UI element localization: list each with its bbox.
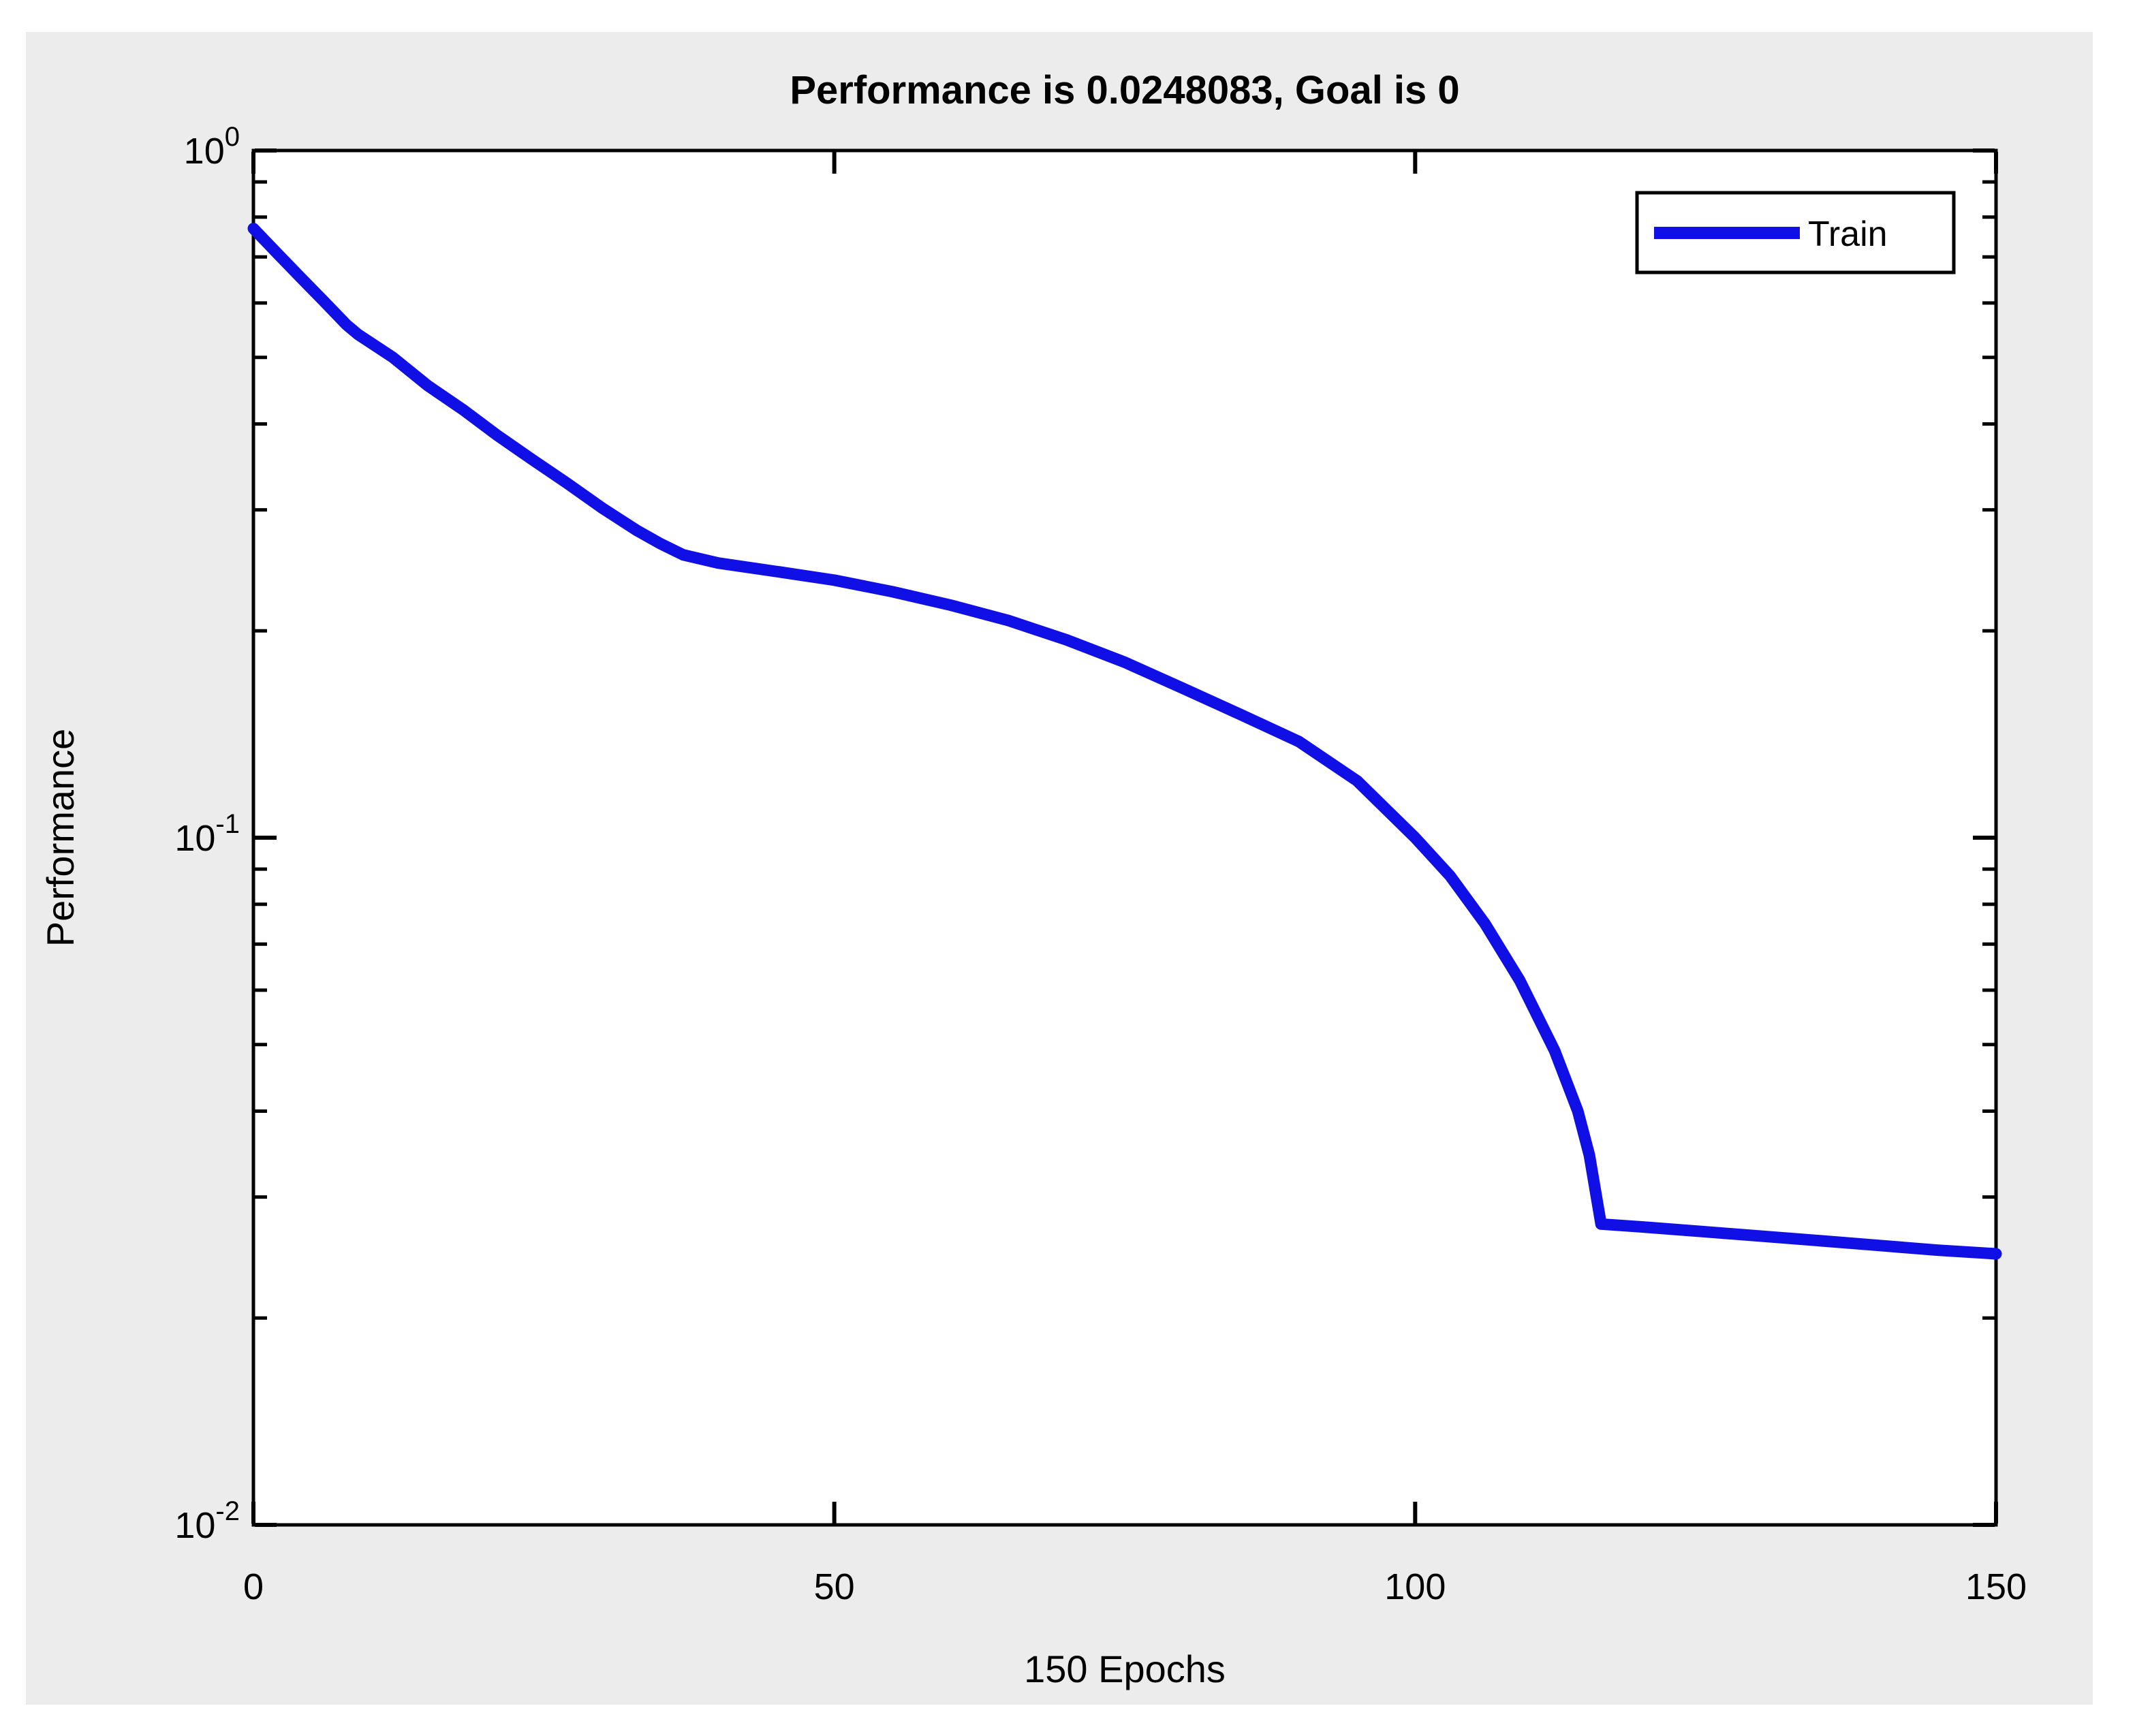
x-tick-label: 150 [1965,1566,2027,1607]
x-axis-label: 150 Epochs [1024,1647,1226,1690]
x-tick-label: 0 [243,1566,264,1607]
y-tick-label: 10-2 [174,1496,240,1546]
chart-title: Performance is 0.0248083, Goal is 0 [790,68,1459,112]
legend-train-label: Train [1808,215,1888,254]
axis-major-ticks [251,148,1998,1527]
x-tick-labels: 0 50 100 150 [243,1566,2027,1607]
y-axis-label: Performance [39,729,82,947]
legend: Train [1635,191,1956,274]
plot-area [251,148,1998,1527]
y-tick-label: 100 [184,122,240,172]
train-line-series [247,223,2002,1260]
x-tick-label: 50 [814,1566,855,1607]
x-tick-label: 100 [1384,1566,1446,1607]
y-minor-ticks [255,180,1995,1320]
y-tick-labels: 100 10-1 10-2 [174,122,240,1546]
y-tick-label: 10-1 [174,809,240,859]
